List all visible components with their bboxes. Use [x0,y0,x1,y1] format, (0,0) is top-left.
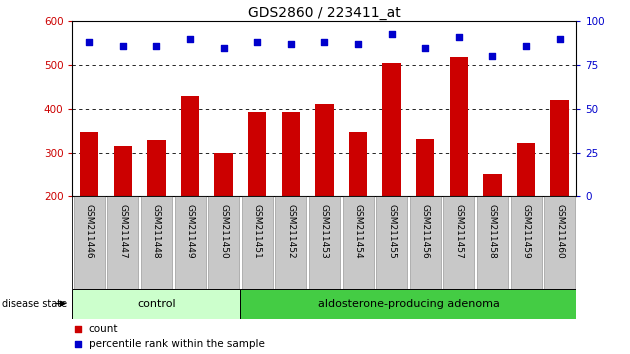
Point [252,39,262,45]
Bar [444,196,474,289]
Bar [551,100,569,196]
Text: aldosterone-producing adenoma: aldosterone-producing adenoma [318,298,500,309]
Bar [343,196,374,289]
Text: GSM211458: GSM211458 [488,204,497,258]
Point [387,31,397,36]
Bar [349,132,367,196]
Bar [483,174,501,196]
Bar [147,139,166,196]
Text: percentile rank within the sample: percentile rank within the sample [89,339,265,349]
Text: GSM211453: GSM211453 [320,204,329,258]
Text: GSM211449: GSM211449 [186,204,195,258]
Bar [181,96,199,196]
Text: control: control [137,298,176,309]
Bar [113,146,132,196]
Bar [107,196,139,289]
Text: GSM211448: GSM211448 [152,204,161,258]
Bar [376,196,407,289]
Bar [510,196,542,289]
Bar [141,196,172,289]
Point [118,43,128,48]
Text: GSM211451: GSM211451 [253,204,261,258]
Text: GSM211457: GSM211457 [454,204,463,258]
Title: GDS2860 / 223411_at: GDS2860 / 223411_at [248,6,401,20]
Bar [450,57,468,196]
Text: GSM211452: GSM211452 [287,204,295,258]
Point [319,39,329,45]
Text: GSM211459: GSM211459 [522,204,530,258]
Bar [544,196,575,289]
Point [74,326,84,332]
Bar [175,196,205,289]
Point [286,41,296,47]
Text: count: count [89,324,118,334]
Bar [282,112,300,196]
Text: GSM211450: GSM211450 [219,204,228,258]
Point [185,36,195,42]
Point [488,53,498,59]
Point [554,36,564,42]
Text: GSM211454: GSM211454 [353,204,362,258]
Point [84,39,94,45]
Text: disease state: disease state [2,298,67,309]
Text: GSM211447: GSM211447 [118,204,127,258]
Bar [477,196,508,289]
Point [521,43,531,48]
Bar [410,196,441,289]
Point [454,34,464,40]
Bar [241,289,576,319]
Point [353,41,363,47]
Point [420,45,430,50]
Bar [382,63,401,196]
Bar [309,196,340,289]
Bar [517,143,536,196]
Bar [214,153,233,196]
Point [74,341,84,347]
Bar [242,196,273,289]
Text: GSM211455: GSM211455 [387,204,396,258]
Bar [74,196,105,289]
Bar [275,196,306,289]
Point [151,43,161,48]
Bar [315,104,334,196]
Bar [208,196,239,289]
Bar [416,139,435,196]
Bar [72,289,241,319]
Text: GSM211456: GSM211456 [421,204,430,258]
Point [219,45,229,50]
Text: GSM211460: GSM211460 [555,204,564,258]
Text: GSM211446: GSM211446 [85,204,94,258]
Bar [248,112,266,196]
Bar [80,132,98,196]
